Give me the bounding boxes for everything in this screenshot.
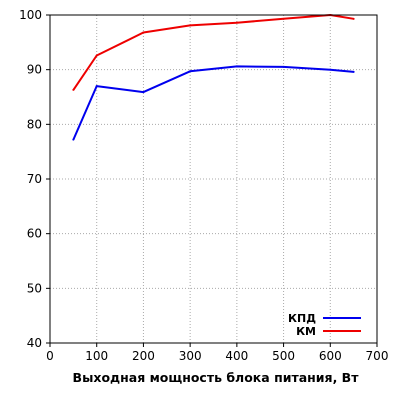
series-layer: [72, 14, 355, 141]
legend-label-1: КПД: [288, 312, 316, 325]
series-line-2: [72, 14, 354, 91]
x-tick-label: 200: [132, 349, 155, 363]
x-tick-label: 500: [272, 349, 295, 363]
axis-ticks: 0 100 200 300 400 500 600 700 40 50 60 70 80 90 100: [19, 8, 388, 363]
data-point: [142, 31, 145, 34]
data-point: [282, 17, 285, 20]
y-tick-label: 90: [27, 63, 42, 77]
data-point: [352, 70, 355, 73]
data-point: [189, 24, 192, 27]
x-tick-label: 700: [366, 349, 389, 363]
y-tick-label: 50: [27, 281, 42, 295]
x-tick-label: 400: [225, 349, 248, 363]
y-tick-label: 60: [27, 227, 42, 241]
y-tick-label: 40: [27, 336, 42, 350]
data-point: [72, 138, 75, 141]
x-tick-label: 100: [85, 349, 108, 363]
x-tick-label: 600: [319, 349, 342, 363]
y-tick-label: 70: [27, 172, 42, 186]
legend-label-2: КМ: [296, 325, 316, 338]
series-line-1: [72, 65, 354, 140]
data-point: [95, 54, 98, 57]
data-point: [282, 65, 285, 68]
data-point: [352, 17, 355, 20]
x-axis-title: Выходная мощность блока питания, Вт: [73, 370, 360, 385]
data-point: [72, 88, 75, 91]
data-point: [95, 85, 98, 88]
data-point: [189, 70, 192, 73]
data-point: [235, 65, 238, 68]
data-point: [329, 68, 332, 71]
y-tick-label: 100: [19, 8, 42, 22]
data-point: [235, 21, 238, 24]
grid: [50, 15, 377, 343]
x-tick-label: 300: [179, 349, 202, 363]
data-point: [142, 91, 145, 94]
y-tick-label: 80: [27, 117, 42, 131]
x-tick-label: 0: [46, 349, 54, 363]
